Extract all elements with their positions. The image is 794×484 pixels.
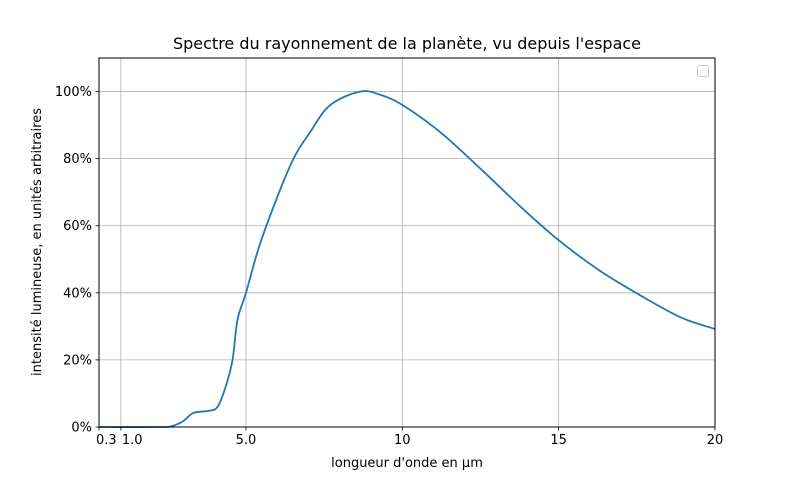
y-tick-label: 80% [63,152,92,167]
y-axis: 0% 20% 40% 60% 80% 100% [55,85,99,436]
y-tick-label: 100% [55,85,92,100]
grid [98,58,716,428]
x-tick-label: 20 [707,433,724,448]
spectrum-line [98,90,716,428]
chart-title: Spectre du rayonnement de la planète, vu… [173,34,641,53]
x-axis: 0.3 1.0 5.0 10 15 20 [96,427,723,448]
y-axis-label: intensité lumineuse, en unités arbitrair… [30,108,45,376]
legend-box [697,65,709,77]
series-layer [98,90,716,428]
y-tick-label: 20% [63,353,92,368]
x-tick-label: 0.3 [96,433,117,448]
x-tick-label: 15 [550,433,567,448]
y-tick-label: 40% [63,286,92,301]
y-tick-label: 0% [71,421,92,436]
x-tick-label: 10 [394,433,411,448]
x-tick-label: 5.0 [236,433,257,448]
x-tick-label: 1.0 [122,433,143,448]
plot-frame [98,57,716,428]
x-axis-label: longueur d'onde en µm [331,456,483,471]
y-tick-label: 60% [63,219,92,234]
